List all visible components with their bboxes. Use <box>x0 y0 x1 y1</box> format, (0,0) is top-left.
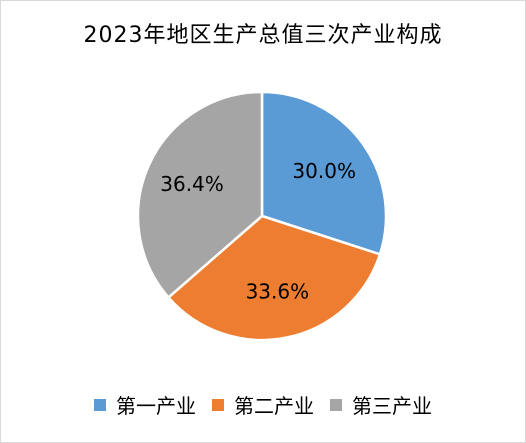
pie-slices <box>136 90 388 342</box>
legend-label: 第一产业 <box>116 394 196 418</box>
data-label-tertiary: 36.4% <box>160 172 224 196</box>
data-label-primary: 30.0% <box>292 159 356 183</box>
chart-legend: 第一产业 第二产业 第三产业 <box>0 390 526 419</box>
pie-slice-tertiary <box>136 90 264 299</box>
legend-swatch <box>212 398 224 411</box>
chart-title: 2023年地区生产总值三次产业构成 <box>83 23 443 48</box>
pie-data-labels: 30.0% 33.6% 36.4% <box>160 159 356 304</box>
legend-label: 第三产业 <box>352 394 432 418</box>
legend-item-primary: 第一产业 <box>94 390 196 419</box>
legend-swatch <box>94 398 106 411</box>
data-label-secondary: 33.6% <box>246 279 310 303</box>
legend-swatch <box>330 398 342 411</box>
pie-slice-primary <box>260 90 388 256</box>
pie-slice-secondary <box>167 214 382 342</box>
legend-label: 第二产业 <box>234 394 314 418</box>
legend-item-tertiary: 第三产业 <box>330 390 432 419</box>
legend-item-secondary: 第二产业 <box>212 390 314 419</box>
